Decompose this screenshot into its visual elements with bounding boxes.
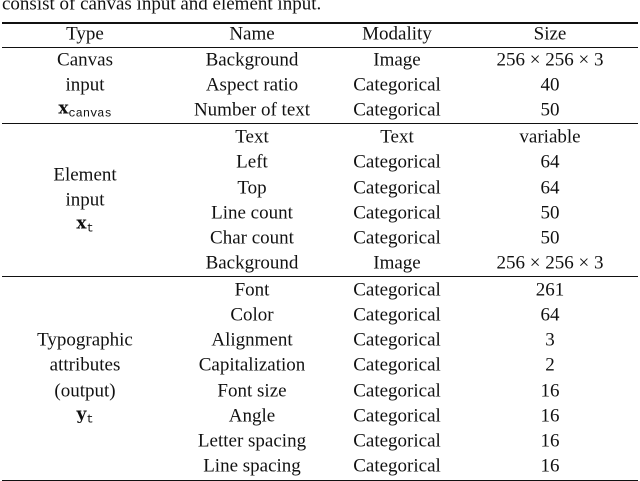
symbol-base: x [76, 213, 87, 234]
name-cell: Aspect ratio [205, 74, 299, 96]
modality-cell: Categorical [353, 279, 441, 301]
size-cell: 40 [540, 74, 560, 96]
modality-cell: Categorical [353, 99, 441, 121]
size-cell: 3 [545, 329, 555, 351]
size-cell: 50 [540, 202, 560, 224]
type-symbol: xt [76, 213, 94, 236]
type-cell: Typographic [37, 329, 133, 351]
name-cell: Line count [211, 202, 293, 224]
type-symbol: yt [76, 404, 94, 427]
type-cell: input [65, 189, 105, 211]
name-cell: Angle [228, 405, 276, 427]
header-cell: Modality [362, 23, 432, 45]
name-cell: Number of text [193, 99, 311, 121]
symbol-sub: canvas [68, 106, 112, 121]
size-cell: 64 [540, 151, 560, 173]
modality-cell: Categorical [353, 151, 441, 173]
type-cell: Element [53, 164, 117, 186]
symbol-base: x [58, 98, 69, 119]
size-cell: 16 [540, 430, 560, 452]
modality-cell: Categorical [353, 227, 441, 249]
size-cell: 256 × 256 × 3 [496, 49, 604, 71]
name-cell: Left [236, 151, 268, 173]
modality-cell: Categorical [353, 405, 441, 427]
type-cell: input [65, 74, 105, 96]
table-rule [2, 479, 638, 481]
size-cell: 50 [540, 99, 560, 121]
size-cell: 16 [540, 405, 560, 427]
size-cell: 2 [545, 354, 555, 376]
name-cell: Top [237, 177, 267, 198]
table-rule [2, 123, 638, 124]
modality-cell: Image [373, 252, 421, 274]
table-rule [2, 47, 638, 48]
header-cell: Size [533, 23, 567, 45]
size-cell: 261 [535, 279, 565, 301]
name-cell: Text [235, 126, 269, 148]
table-rule [2, 22, 638, 24]
modality-cell: Text [380, 126, 414, 148]
size-cell: 64 [540, 177, 560, 198]
type-symbol: xcanvas [58, 98, 112, 121]
size-cell: 256 × 256 × 3 [496, 252, 604, 274]
name-cell: Background [205, 252, 299, 274]
symbol-sub: t [86, 221, 94, 236]
name-cell: Line spacing [203, 455, 301, 477]
name-cell: Font size [217, 380, 287, 402]
name-cell: Background [205, 49, 299, 71]
modality-cell: Categorical [353, 202, 441, 224]
symbol-sub: t [86, 412, 94, 427]
name-cell: Alignment [211, 329, 293, 351]
caption-fragment: consist of canvas input and element inpu… [2, 0, 322, 15]
type-cell: (output) [54, 380, 116, 402]
modality-cell: Categorical [353, 329, 441, 351]
size-cell: 16 [540, 455, 560, 477]
header-cell: Type [66, 23, 104, 45]
modality-cell: Categorical [353, 354, 441, 376]
symbol-base: y [76, 404, 87, 425]
modality-cell: Categorical [353, 304, 441, 326]
size-cell: variable [519, 126, 581, 148]
header-cell: Name [229, 23, 275, 45]
modality-cell: Categorical [353, 455, 441, 477]
size-cell: 16 [540, 380, 560, 402]
modality-cell: Categorical [353, 177, 441, 198]
name-cell: Font [234, 279, 270, 301]
modality-cell: Categorical [353, 380, 441, 402]
modality-cell: Categorical [353, 74, 441, 96]
name-cell: Capitalization [198, 354, 306, 376]
type-cell: Canvas [57, 49, 113, 71]
name-cell: Color [230, 304, 274, 326]
size-cell: 64 [540, 304, 560, 326]
type-cell: attributes [49, 354, 121, 376]
size-cell: 50 [540, 227, 560, 249]
modality-cell: Categorical [353, 430, 441, 452]
name-cell: Letter spacing [197, 430, 307, 452]
table-rule [2, 275, 638, 277]
name-cell: Char count [210, 227, 294, 249]
modality-cell: Image [373, 49, 421, 71]
